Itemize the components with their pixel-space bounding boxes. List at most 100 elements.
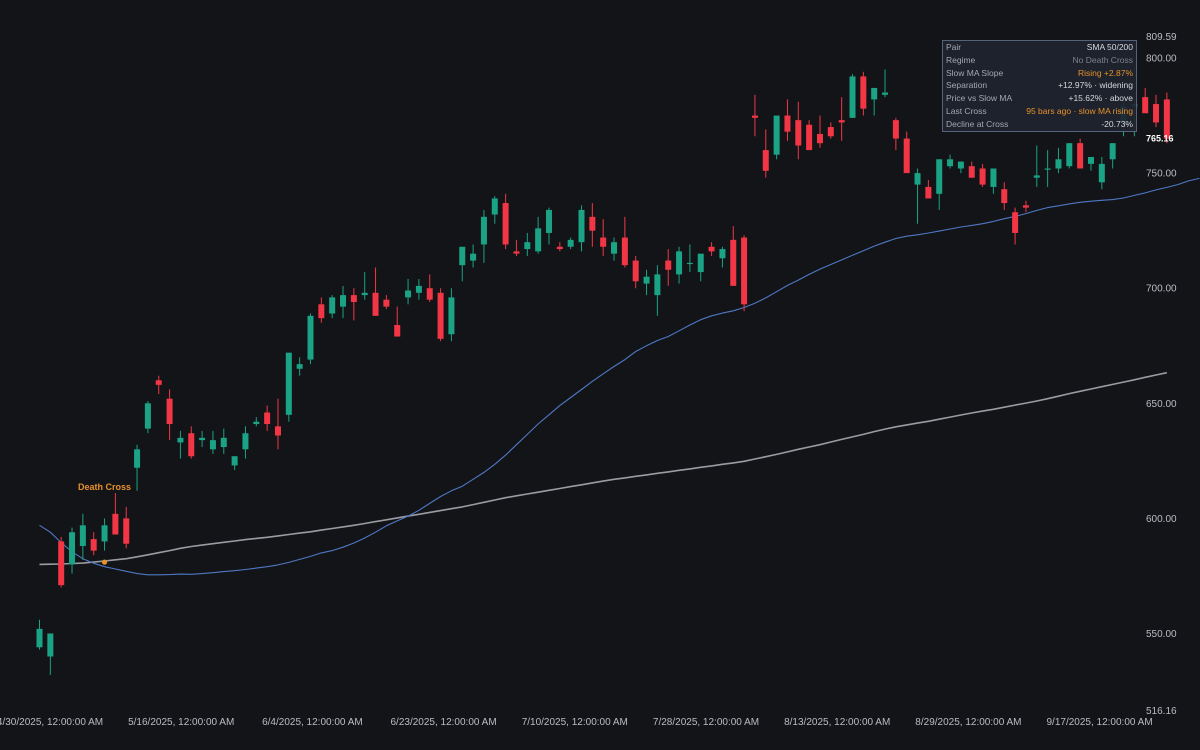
candle-down	[632, 255, 639, 289]
candle-up	[957, 161, 964, 174]
info-value: SMA 50/200	[1086, 42, 1133, 52]
candle-body	[166, 398, 173, 425]
candle-down	[621, 216, 628, 268]
candle-body	[1066, 143, 1073, 167]
candle-down	[979, 163, 986, 187]
candle-body	[480, 216, 487, 245]
candle-body	[426, 288, 433, 300]
x-axis: 4/30/2025, 12:00:00 AM 5/16/2025, 12:00:0…	[0, 717, 1153, 728]
candle-body	[372, 292, 379, 316]
candle-down	[892, 117, 899, 151]
candle-down	[1012, 207, 1019, 245]
candle-body	[361, 292, 368, 296]
candle-body	[437, 292, 444, 339]
candle-down	[1077, 138, 1084, 169]
candle-up	[470, 244, 477, 268]
candle-up	[199, 430, 206, 448]
candle-body	[719, 249, 726, 259]
candle-body	[1087, 156, 1094, 164]
candle-up	[1055, 147, 1062, 174]
y-range-max-label: 809.59	[1146, 32, 1177, 43]
candle-up	[177, 430, 184, 459]
candle-down	[708, 242, 715, 256]
candle-body	[296, 364, 303, 369]
candle-body	[827, 127, 834, 137]
candle-down	[274, 398, 281, 450]
candle-down	[968, 161, 975, 178]
candle-up	[69, 527, 76, 574]
candle-down	[741, 235, 748, 312]
info-value: No Death Cross	[1072, 54, 1133, 65]
candle-up	[285, 352, 292, 422]
info-label: Last Cross	[946, 105, 987, 116]
candle-body	[1033, 175, 1040, 178]
candle-up	[480, 209, 487, 263]
candle-up	[914, 168, 921, 224]
candle-up	[459, 246, 466, 282]
info-row-regime: Regime No Death Cross	[946, 54, 1133, 67]
x-tick-label: 8/29/2025, 12:00:00 AM	[915, 717, 1021, 728]
info-label: Regime	[946, 54, 976, 65]
candle-up	[947, 154, 954, 169]
candle-down	[827, 122, 834, 139]
info-value: -20.73%	[1101, 118, 1133, 129]
candle-body	[665, 260, 672, 270]
candle-body	[90, 539, 97, 551]
candle-up	[405, 278, 412, 305]
candle-body	[155, 380, 162, 385]
candle-up	[611, 237, 618, 261]
candle-up	[36, 619, 43, 650]
x-tick-label: 9/17/2025, 12:00:00 AM	[1046, 717, 1152, 728]
candle-up	[329, 295, 336, 319]
candle-down	[383, 295, 390, 309]
candle-up	[936, 159, 943, 210]
candle-body	[567, 239, 574, 247]
cross-marker-label: Death Cross	[78, 482, 131, 492]
candle-body	[957, 161, 964, 169]
candle-body	[1012, 212, 1019, 233]
candle-body	[264, 412, 271, 425]
candle-up	[79, 513, 86, 560]
candle-body	[979, 168, 986, 185]
candle-body	[1044, 168, 1051, 170]
candle-body	[459, 246, 466, 266]
candle-up	[990, 168, 997, 194]
candle-up	[643, 269, 650, 296]
candle-body	[36, 628, 43, 648]
info-value: +12.97% · widening	[1058, 80, 1133, 91]
candle-down	[166, 389, 173, 441]
candle-body	[676, 251, 683, 275]
candle-down	[264, 405, 271, 431]
slow-ma-line	[39, 371, 1168, 566]
candle-up	[242, 426, 249, 459]
candle-down	[1022, 200, 1029, 213]
candle-body	[795, 120, 802, 146]
candle-down	[502, 193, 509, 250]
candle-body	[697, 253, 704, 273]
candle-up	[676, 246, 683, 284]
candle-body	[784, 115, 791, 132]
info-label: Slow MA Slope	[946, 67, 1004, 78]
candle-body	[1077, 143, 1084, 169]
candle-body	[589, 216, 596, 231]
candle-down	[112, 493, 119, 535]
candle-body	[1022, 205, 1029, 208]
candles	[36, 69, 1170, 675]
info-label: Pair	[946, 42, 962, 52]
candle-body	[686, 262, 693, 265]
y-tick-label: 600.00	[1146, 514, 1177, 525]
candle-body	[990, 168, 997, 187]
y-axis: 550.00 600.00 650.00 700.00 750.00 800.00 809.…	[1146, 32, 1177, 717]
candle-down	[1153, 94, 1160, 128]
candle-body	[253, 421, 260, 425]
candle-body	[871, 87, 878, 100]
candle-up	[144, 400, 151, 434]
candle-body	[708, 246, 715, 252]
info-panel: Pair SMA 50/200 Regime No Death Cross Sl…	[942, 40, 1137, 132]
candle-body	[882, 92, 889, 95]
candle-body	[600, 237, 607, 247]
candle-body	[69, 532, 76, 565]
candle-body	[209, 440, 216, 450]
moving-average-lines	[39, 177, 1200, 576]
y-tick-label: 750.00	[1146, 169, 1177, 180]
